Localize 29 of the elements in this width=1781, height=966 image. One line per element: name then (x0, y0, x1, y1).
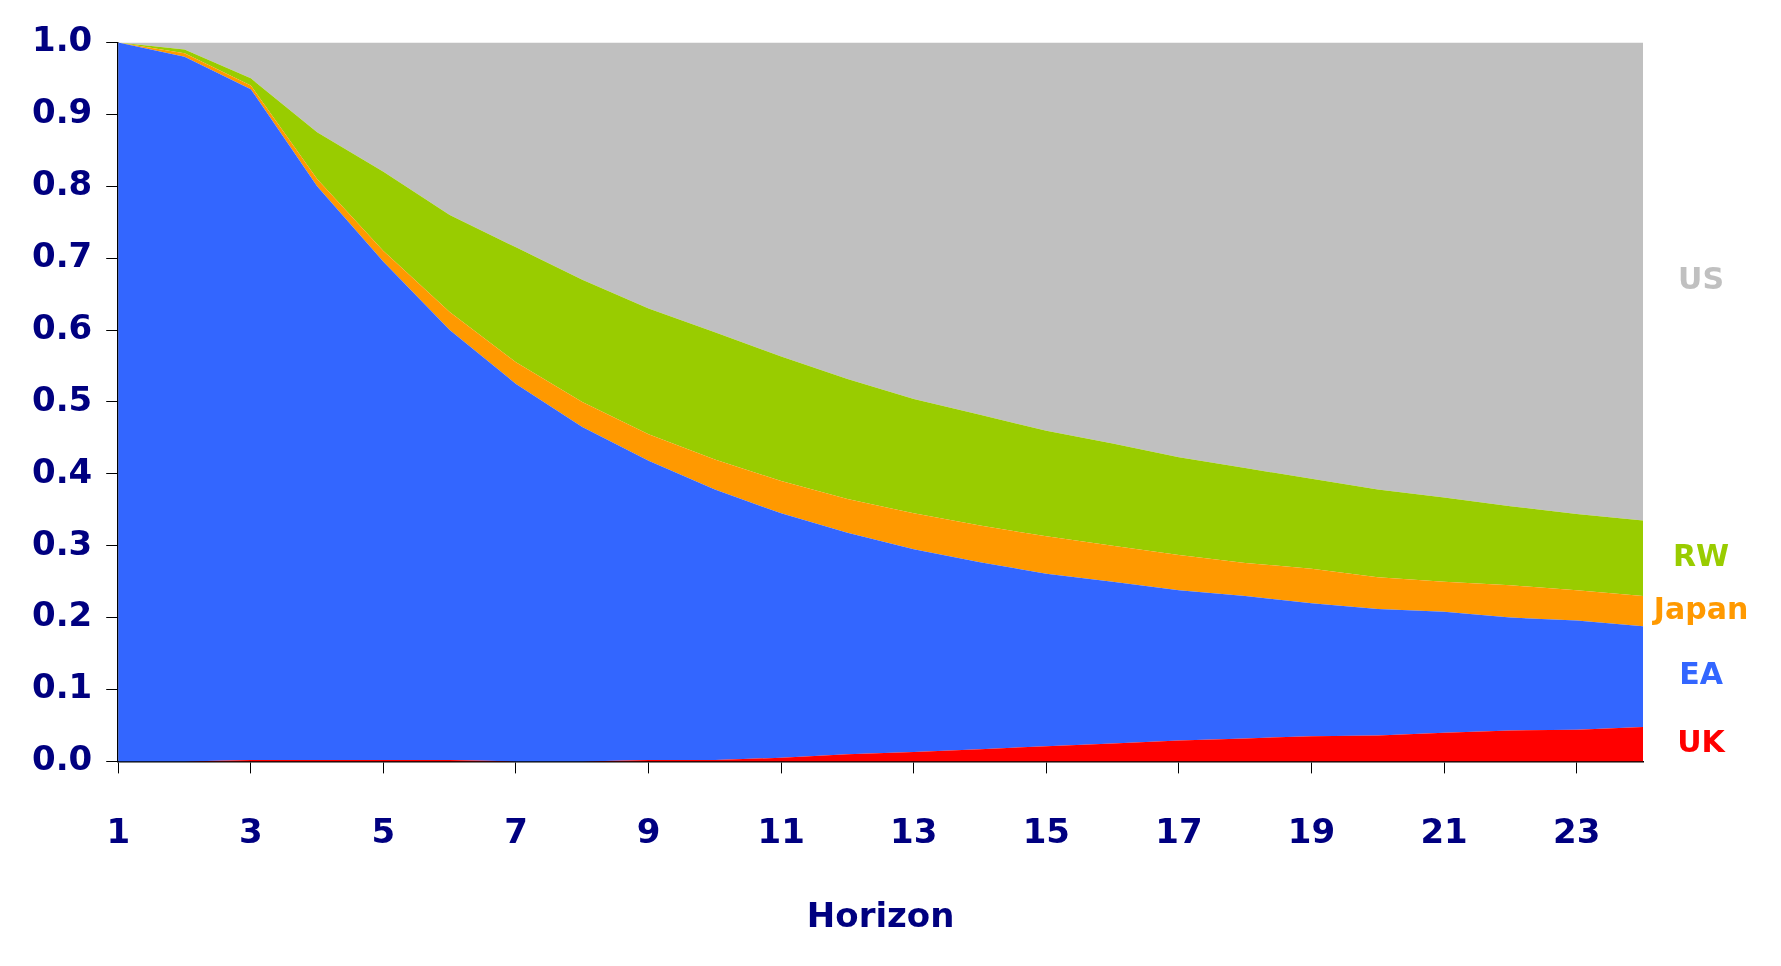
y-tick-label: 0.3 (32, 522, 93, 563)
series-label: RW (1672, 538, 1730, 574)
series-label: EA (1679, 656, 1724, 692)
y-tick-label: 0.1 (32, 666, 93, 707)
series-label: Japan (1651, 590, 1749, 626)
x-tick-label: 21 (1420, 810, 1468, 851)
series-label: US (1678, 261, 1724, 297)
x-axis-title: Horizon (806, 895, 955, 936)
x-tick-label: 7 (504, 810, 528, 851)
x-tick-label: 5 (371, 810, 396, 851)
y-tick-label: 0.6 (32, 306, 93, 347)
series-label: UK (1677, 723, 1727, 759)
y-tick-label: 0.5 (32, 378, 93, 419)
y-tick-label: 0.2 (32, 594, 93, 635)
y-tick-label: 1.0 (32, 19, 93, 60)
x-tick-label: 11 (757, 810, 805, 851)
x-tick-label: 13 (890, 810, 938, 851)
y-tick-label: 0.9 (32, 91, 93, 132)
y-tick-label: 0.0 (32, 738, 93, 779)
x-tick-label: 23 (1553, 810, 1601, 851)
y-tick-label: 0.4 (32, 450, 93, 491)
x-tick-label: 3 (238, 810, 263, 851)
x-tick-label: 17 (1155, 810, 1203, 851)
x-tick-label: 15 (1022, 810, 1071, 851)
y-tick-label: 0.7 (32, 234, 93, 275)
y-tick-label: 0.8 (32, 163, 93, 204)
x-tick-label: 19 (1287, 810, 1336, 851)
x-tick-label: 9 (636, 810, 661, 851)
x-tick-label: 1 (106, 810, 131, 851)
